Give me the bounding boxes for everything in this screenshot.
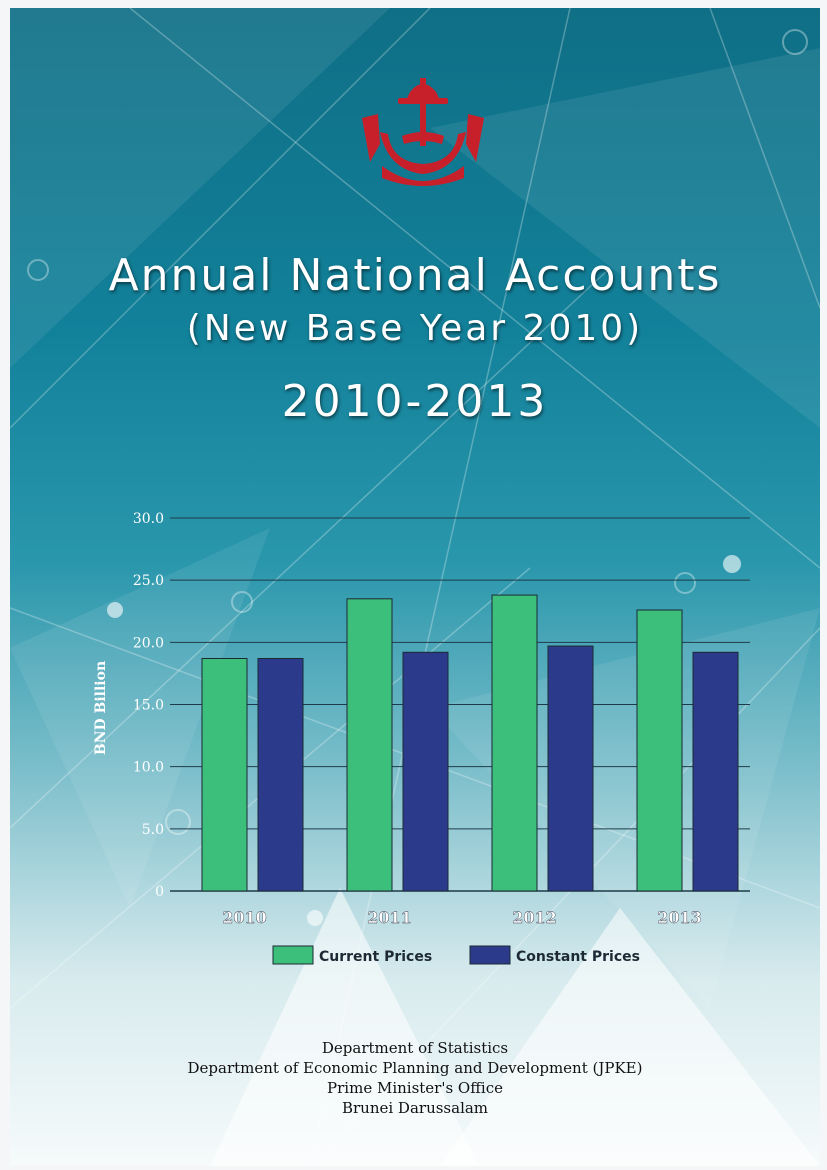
y-tick-label: 20.0 xyxy=(133,635,164,651)
legend-swatch-constant xyxy=(469,945,511,965)
brunei-coat-of-arms-emblem xyxy=(362,78,484,186)
gdp-bar-chart: 0 5.0 10.0 15.0 20.0 25.0 30.0 2010 2011 2012 201… xyxy=(93,511,750,965)
publisher-block: Department of Statistics Department of E… xyxy=(10,1038,820,1118)
y-tick-label: 15.0 xyxy=(133,698,164,714)
report-title: Annual National Accounts xyxy=(108,250,722,301)
bar-current-prices xyxy=(346,598,393,892)
report-subtitle: (New Base Year 2010) xyxy=(186,308,644,349)
legend-swatch-current xyxy=(272,945,314,965)
bar-current-prices xyxy=(636,609,683,892)
bar-constant-prices xyxy=(257,657,304,892)
x-tick-label: 2011 xyxy=(367,908,412,927)
y-tick-label: 25.0 xyxy=(133,573,164,589)
report-cover: Annual National Accounts (New Base Year … xyxy=(10,8,820,1166)
y-tick-label: 0 xyxy=(155,884,164,900)
legend-label-constant: Constant Prices xyxy=(516,949,640,965)
x-tick-label: 2010 xyxy=(222,908,267,927)
y-axis-label: BND Billion xyxy=(93,661,109,755)
bar-constant-prices xyxy=(547,645,594,892)
publisher-line-country: Brunei Darussalam xyxy=(341,1099,489,1117)
bar-constant-prices xyxy=(402,651,449,892)
x-tick-label: 2012 xyxy=(512,908,557,927)
legend-label-current: Current Prices xyxy=(319,949,432,965)
publisher-line-department: Department of Statistics xyxy=(321,1039,509,1057)
bar-current-prices xyxy=(201,657,248,892)
bar-constant-prices xyxy=(692,651,739,892)
y-tick-label: 5.0 xyxy=(142,822,164,838)
y-tick-label: 30.0 xyxy=(133,511,164,527)
publisher-line-office: Prime Minister's Office xyxy=(327,1079,503,1097)
y-tick-label: 10.0 xyxy=(133,760,164,776)
report-years: 2010-2013 xyxy=(281,376,549,427)
bar-current-prices xyxy=(491,594,538,892)
publisher-line-jpke: Department of Economic Planning and Deve… xyxy=(187,1059,643,1077)
x-tick-label: 2013 xyxy=(657,908,702,927)
